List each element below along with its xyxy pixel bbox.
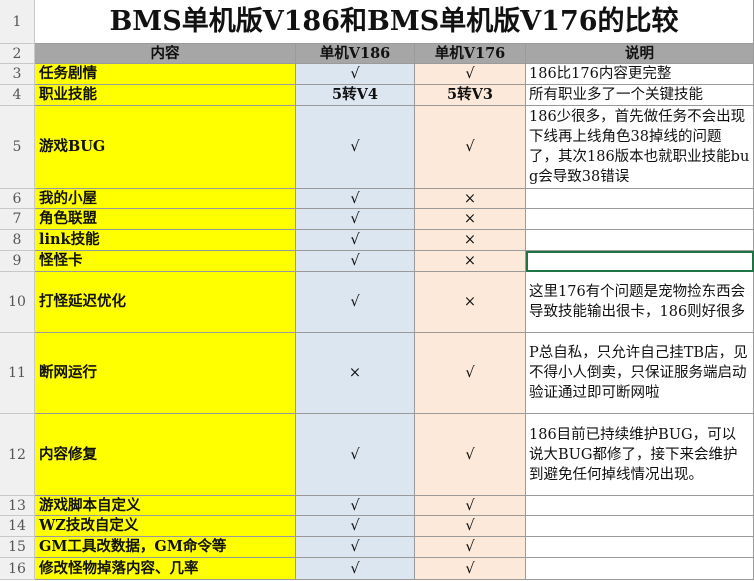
cell[interactable]: P总自私，只允许自己挂TB店，见不得小人倒卖，只保证服务端启动验证通过即可断网啦 [526,333,754,414]
sheet-title[interactable]: BMS单机版V186和BMS单机版V176的比较 [35,0,754,44]
cell[interactable]: √ [415,333,526,414]
cell[interactable]: √ [296,189,415,209]
cell[interactable]: 角色联盟 [35,209,296,230]
cell[interactable]: × [415,272,526,333]
cell[interactable]: √ [415,64,526,85]
cell[interactable]: × [415,189,526,209]
cell[interactable]: √ [296,230,415,251]
cell[interactable] [526,189,754,209]
row-number[interactable]: 14 [0,516,35,537]
row-number[interactable]: 8 [0,230,35,251]
cell[interactable]: √ [296,496,415,516]
cell[interactable]: √ [415,414,526,496]
column-header[interactable]: 说明 [526,44,754,64]
row-number[interactable]: 9 [0,251,35,272]
cell[interactable]: √ [415,516,526,537]
cell[interactable]: √ [296,64,415,85]
row-number[interactable]: 13 [0,496,35,516]
row-number[interactable]: 15 [0,537,35,558]
cell[interactable]: √ [296,414,415,496]
cell[interactable]: 这里176有个问题是宠物捡东西会导致技能输出很卡，186则好很多 [526,272,754,333]
cell[interactable]: √ [296,516,415,537]
cell[interactable]: 5转V4 [296,85,415,106]
column-header[interactable]: 内容 [35,44,296,64]
cell[interactable]: 职业技能 [35,85,296,106]
row-number[interactable]: 7 [0,209,35,230]
row-number[interactable]: 16 [0,558,35,580]
cell[interactable]: link技能 [35,230,296,251]
cell[interactable]: WZ技改自定义 [35,516,296,537]
row-number[interactable]: 2 [0,44,35,64]
cell[interactable] [526,496,754,516]
cell[interactable]: 所有职业多了一个关键技能 [526,85,754,106]
row-number[interactable]: 1 [0,0,35,44]
cell[interactable]: √ [296,209,415,230]
cell[interactable]: 怪怪卡 [35,251,296,272]
cell[interactable]: √ [415,537,526,558]
cell[interactable]: GM工具改数据，GM命令等 [35,537,296,558]
row-number[interactable]: 11 [0,333,35,414]
cell[interactable]: 186少很多，首先做任务不会出现下线再上线角色38掉线的问题了，其次186版本也… [526,106,754,189]
cell[interactable] [526,230,754,251]
cell[interactable]: × [415,251,526,272]
cell[interactable]: 任务剧情 [35,64,296,85]
cell[interactable]: √ [296,251,415,272]
cell[interactable]: 游戏脚本自定义 [35,496,296,516]
cell[interactable]: √ [415,558,526,580]
column-header[interactable]: 单机V176 [415,44,526,64]
cell[interactable]: √ [296,106,415,189]
row-number[interactable]: 5 [0,106,35,189]
cell[interactable]: 内容修复 [35,414,296,496]
row-number[interactable]: 3 [0,64,35,85]
cell[interactable]: √ [296,272,415,333]
cell[interactable]: 186目前已持续维护BUG，可以说大BUG都修了，接下来会维护到避免任何掉线情况… [526,414,754,496]
cell[interactable]: 我的小屋 [35,189,296,209]
cell[interactable] [526,209,754,230]
cell[interactable]: √ [296,558,415,580]
cell[interactable]: √ [415,106,526,189]
cell[interactable] [526,537,754,558]
cell[interactable]: 游戏BUG [35,106,296,189]
cell[interactable]: √ [415,496,526,516]
cell[interactable]: 打怪延迟优化 [35,272,296,333]
cell[interactable]: 断网运行 [35,333,296,414]
cell[interactable] [526,251,754,272]
cell[interactable]: × [415,209,526,230]
cell[interactable]: 5转V3 [415,85,526,106]
cell[interactable] [526,558,754,580]
cell[interactable]: 修改怪物掉落内容、几率 [35,558,296,580]
row-number[interactable]: 6 [0,189,35,209]
cell[interactable]: × [415,230,526,251]
row-number[interactable]: 4 [0,85,35,106]
cell[interactable]: 186比176内容更完整 [526,64,754,85]
row-number[interactable]: 10 [0,272,35,333]
cell[interactable]: × [296,333,415,414]
cell[interactable]: √ [296,537,415,558]
row-number[interactable]: 12 [0,414,35,496]
column-header[interactable]: 单机V186 [296,44,415,64]
cell[interactable] [526,516,754,537]
